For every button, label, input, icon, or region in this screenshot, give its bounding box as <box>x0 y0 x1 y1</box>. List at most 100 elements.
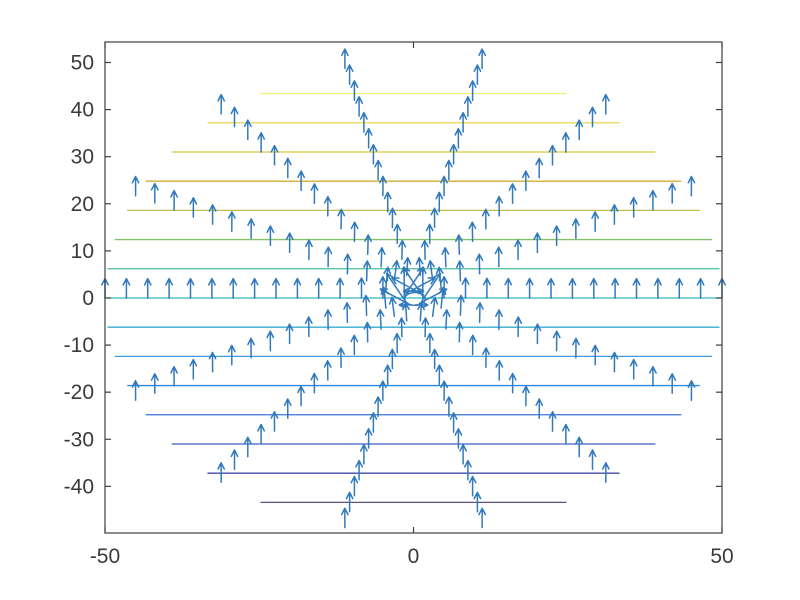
quiver-arrow <box>207 277 216 299</box>
quiver-arrow <box>378 380 387 402</box>
quiver-arrow <box>410 287 425 295</box>
quiver-arrow <box>522 385 530 407</box>
quiver-arrow <box>482 347 490 369</box>
quiver-arrow <box>653 277 662 299</box>
quiver-arrow <box>575 436 584 458</box>
quiver-arrow <box>189 196 198 218</box>
quiver-arrow <box>131 380 140 401</box>
quiver-arrow <box>440 380 449 402</box>
quiver-arrow <box>393 223 402 245</box>
quiver-arrow <box>350 475 359 497</box>
quiver-arrow <box>229 277 238 299</box>
quiver-arrow <box>629 196 638 218</box>
quiver-arrow <box>561 423 570 445</box>
quiver-arrow <box>508 183 517 204</box>
quiver-arrow <box>473 491 482 513</box>
quiver-arrow <box>668 373 677 394</box>
quiver-arrow <box>150 182 159 204</box>
quiver-arrow <box>324 309 332 331</box>
quiver-arrow <box>435 364 444 386</box>
quiver-arrow <box>402 302 410 322</box>
quiver-arrow <box>687 380 696 401</box>
y-tick-label: 20 <box>71 193 94 216</box>
y-tick-label: 30 <box>71 146 94 169</box>
quiver-arrow <box>337 347 345 369</box>
quiver-arrow <box>468 475 477 497</box>
quiver-arrow <box>393 332 401 354</box>
quiver-arrow <box>186 277 195 299</box>
quiver-arrow <box>217 93 226 115</box>
x-tick-label: -50 <box>90 545 120 568</box>
quiver-arrow <box>425 223 434 245</box>
quiver-arrow <box>632 277 641 299</box>
quiver-arrow <box>379 288 409 305</box>
quiver-arrow <box>340 48 349 70</box>
quiver-arrow <box>285 323 294 345</box>
quiver-arrow <box>283 157 292 179</box>
quiver-arrow <box>227 211 236 232</box>
quiver-arrow <box>521 170 530 192</box>
quiver-arrow <box>355 96 364 117</box>
quiver-arrow <box>430 296 439 318</box>
quiver-arrow <box>463 96 472 117</box>
quiver-arrow <box>454 428 463 449</box>
quiver-arrow <box>427 260 435 281</box>
quiver-arrow <box>588 449 597 471</box>
quiver-arrow <box>459 111 468 133</box>
quiver-arrow <box>379 175 387 197</box>
quiver-arrow <box>293 277 302 299</box>
quiver-arrow <box>270 144 279 166</box>
quiver-arrow <box>494 246 503 268</box>
quiver-arrow <box>440 275 449 299</box>
y-tick-label: 0 <box>82 287 94 310</box>
quiver-arrow <box>270 411 279 432</box>
quiver-arrow <box>383 191 392 213</box>
quiver-arrow <box>478 507 487 529</box>
quiver-arrow <box>591 211 600 232</box>
quiver-arrow <box>337 208 346 230</box>
quiver-arrow <box>420 239 429 261</box>
quiver-arrow <box>388 348 397 370</box>
quiver-arrow <box>468 80 477 101</box>
quiver-arrow <box>131 175 140 197</box>
quiver-arrow <box>552 330 561 352</box>
quiver-arrow <box>455 260 464 282</box>
quiver-arrow <box>374 396 383 417</box>
quiver-arrow <box>421 272 442 302</box>
quiver-arrow <box>430 348 439 370</box>
quiver-arrow <box>449 143 458 165</box>
y-tick-label: 50 <box>71 51 94 74</box>
quiver-arrow <box>364 234 372 255</box>
quiver-arrow <box>374 159 383 181</box>
quiver-arrow <box>535 398 544 420</box>
quiver-arrow <box>388 207 397 229</box>
quiver-arrow <box>350 80 359 101</box>
quiver-arrow <box>495 309 503 331</box>
quiver-arrow <box>257 132 266 153</box>
quiver-arrow <box>230 106 239 128</box>
quiver-arrow <box>297 385 305 407</box>
quiver-arrow <box>449 412 458 433</box>
quiver-arrow <box>406 277 436 294</box>
quiver-arrow <box>314 277 323 299</box>
quiver-arrow <box>441 247 450 268</box>
quiver-arrow <box>230 449 239 471</box>
quiver-arrow <box>247 337 255 359</box>
quiver-arrow <box>455 321 464 343</box>
quiver-arrow <box>514 316 523 338</box>
quiver-arrow <box>272 277 280 299</box>
quiver-arrow <box>283 398 292 420</box>
quiver-arrow <box>392 260 400 281</box>
quiver-arrow <box>444 396 453 417</box>
quiver-arrow <box>400 266 409 299</box>
quiver-arrow <box>442 309 451 330</box>
quiver-arrow <box>364 127 373 149</box>
quiver-arrow <box>355 459 364 481</box>
y-tick-label: 40 <box>71 99 94 122</box>
quiver-arrow <box>482 277 491 299</box>
y-tick-label: -20 <box>64 381 94 404</box>
quiver-arrow <box>601 462 610 483</box>
quiver-arrow <box>504 277 513 299</box>
quiver-arrow <box>345 491 354 513</box>
